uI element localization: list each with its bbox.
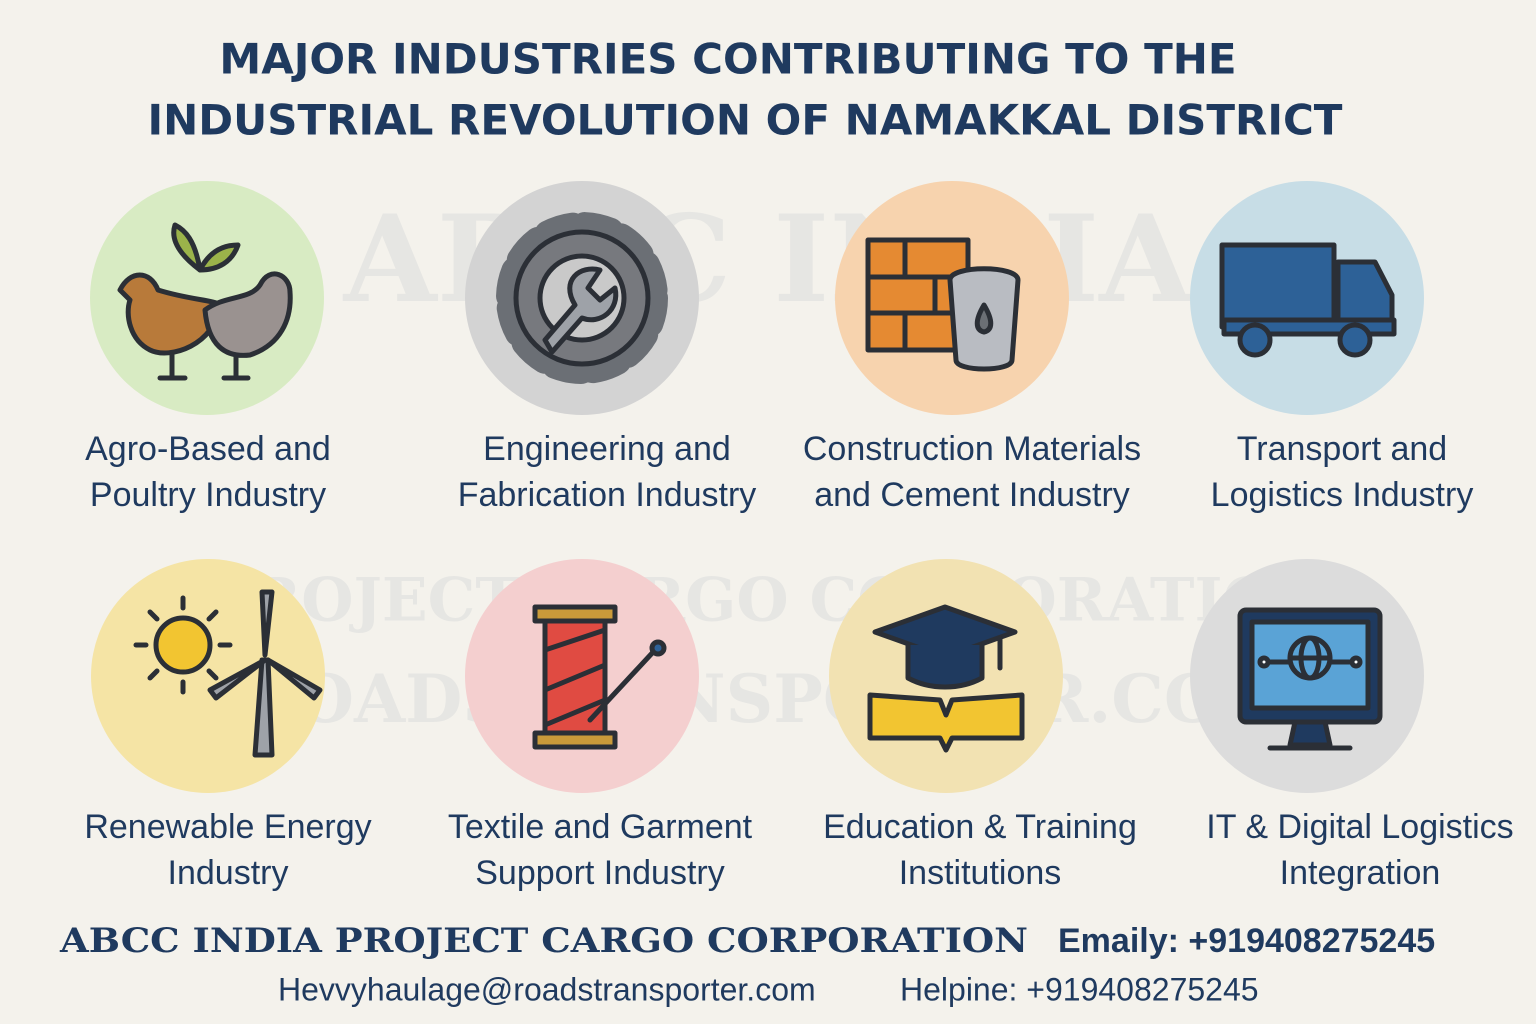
industry-label: and Cement Industry	[814, 476, 1130, 514]
industry-label: Fabrication Industry	[458, 476, 757, 514]
icon-bg	[90, 181, 324, 415]
industry-label: Renewable Energy	[84, 808, 371, 846]
email: Hevvyhaulage@roadstransporter.com	[278, 971, 816, 1007]
industry-label: Integration	[1280, 854, 1441, 892]
industry-label: Agro-Based and	[85, 430, 331, 468]
title-line: MAJOR INDUSTRIES CONTRIBUTING TO THE	[219, 35, 1236, 84]
industry-label: Industry	[168, 854, 289, 892]
labels: Agro-Based and Poultry Industry Engineerin…	[84, 430, 1513, 892]
industry-label: Support Industry	[475, 854, 724, 892]
construction-icon	[865, 237, 1021, 372]
industry-label: Logistics Industry	[1211, 476, 1474, 514]
industry-label: Engineering and	[483, 430, 731, 468]
spool-icon	[532, 604, 667, 750]
watermark: ROADSTRANSPORTER.COM	[242, 660, 1295, 738]
industry-label: IT & Digital Logistics	[1206, 808, 1513, 846]
phone: Emaily: +919408275245	[1058, 922, 1435, 960]
helpline: Helpine: +919408275245	[900, 971, 1259, 1007]
truck-icon	[1219, 242, 1397, 358]
title-line: INDUSTRIAL REVOLUTION OF NAMAKKAL DISTRI…	[148, 96, 1343, 145]
industry-label: Poultry Industry	[90, 476, 326, 514]
watermark: PROJECT CARGO CORPORATION	[206, 566, 1329, 636]
industry-label: Institutions	[899, 854, 1062, 892]
industry-label: Construction Materials	[803, 430, 1141, 468]
education-icon	[867, 604, 1025, 753]
industry-label: Education & Training	[823, 808, 1137, 846]
gear-icon	[496, 212, 668, 384]
industry-label: Transport and	[1237, 430, 1447, 468]
renewable-icon	[133, 589, 323, 758]
monitor-icon	[1237, 607, 1383, 751]
poultry-icon	[117, 222, 293, 381]
company-name: ABCC INDIA PROJECT CARGO CORPORATION	[59, 921, 1028, 961]
industry-label: Textile and Garment	[448, 808, 753, 846]
